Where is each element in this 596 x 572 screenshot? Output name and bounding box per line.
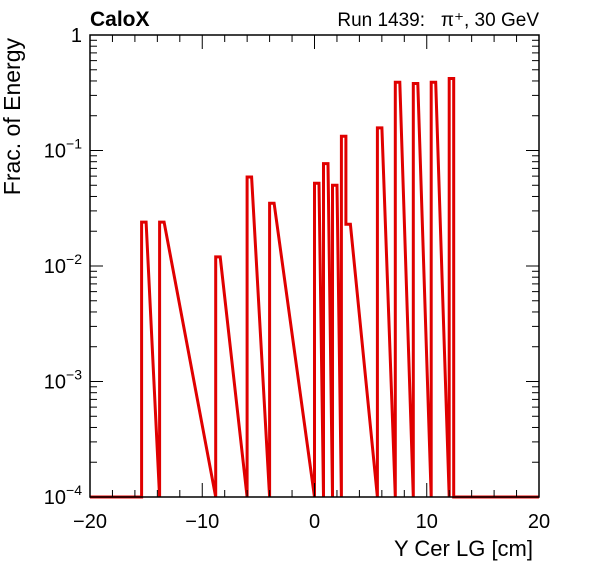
x-tick-label: −10 [185,511,219,533]
y-tick-label: 10−4 [44,482,82,509]
x-tick-label: −20 [73,511,107,533]
x-axis-title: Y Cer LG [cm] [394,536,533,561]
experiment-label: CaloX [90,8,150,31]
x-tick-labels: −20 −10 0 10 20 [73,511,550,533]
y-tick-label: 10−1 [44,136,82,163]
y-tick-label: 10−2 [44,251,82,278]
run-label: Run 1439: π⁺, 30 GeV [337,10,539,31]
axes [89,34,540,498]
histogram-bin-10 [346,224,350,497]
x-tick-label: 20 [528,511,550,533]
y-tick-labels: 1 10−1 10−2 10−3 10−4 [44,25,82,509]
y-tick-label: 1 [71,25,82,47]
histogram-line [90,77,539,499]
x-tick-label: 10 [416,511,438,533]
y-tick-label: 10−3 [44,367,82,394]
histogram-bars [90,77,539,499]
y-axis-title: Frac. of Energy [0,38,25,196]
x-tick-label: 0 [309,511,320,533]
